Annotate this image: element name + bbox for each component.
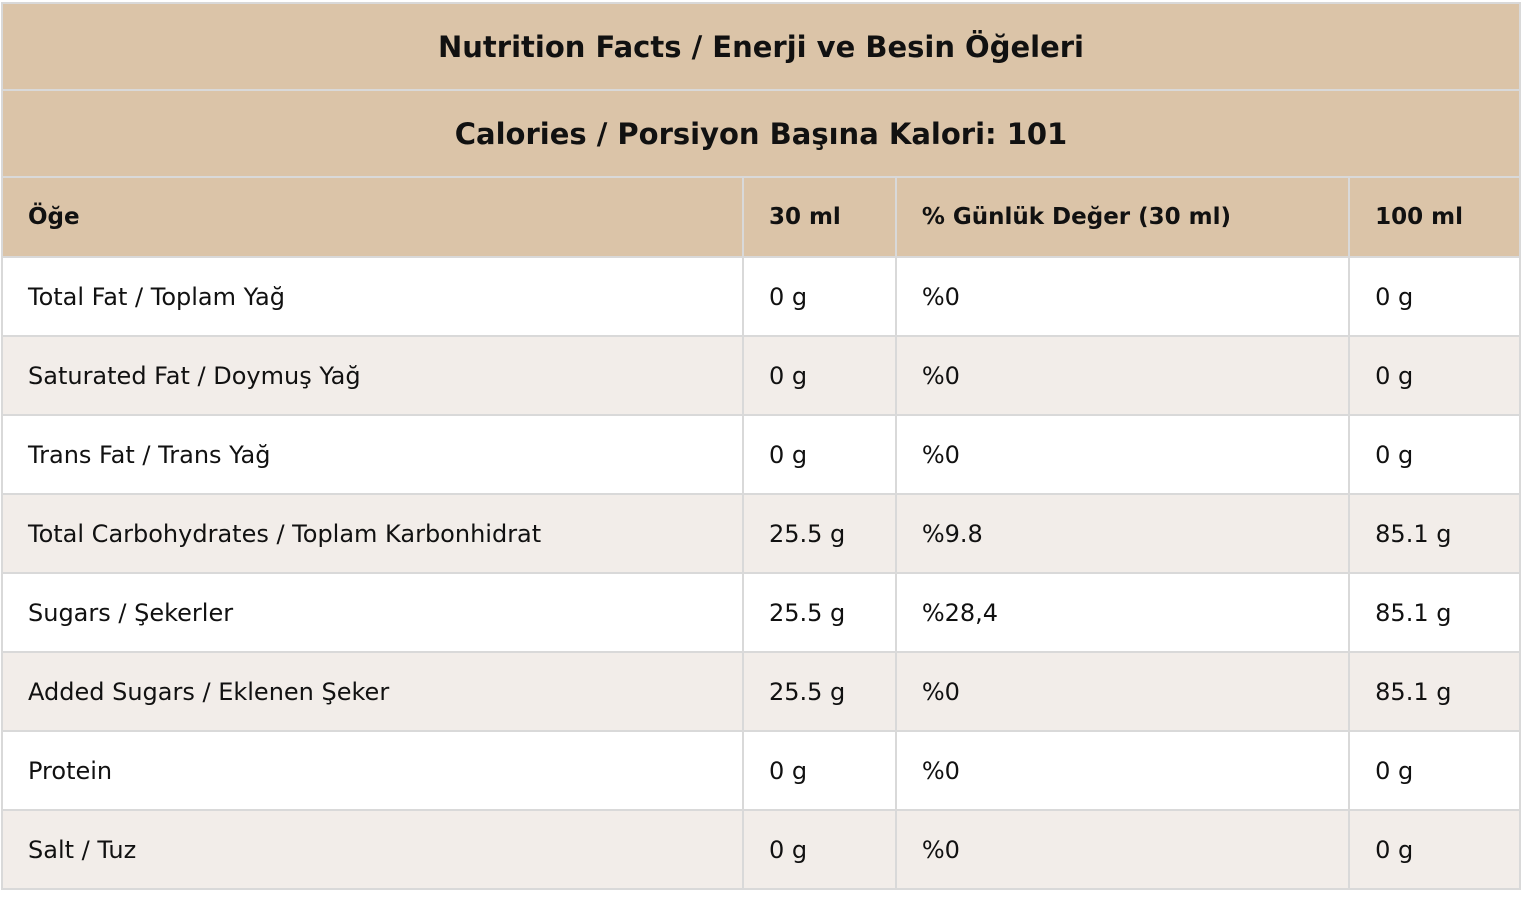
table-cell: Sugars / Şekerler xyxy=(1,572,744,653)
table-cell: 0 g xyxy=(741,809,897,890)
table-cell: 85.1 g xyxy=(1348,651,1521,732)
table-cell: 0 g xyxy=(741,256,897,337)
table-cell: 0 g xyxy=(1348,809,1521,890)
table-cell: Protein xyxy=(1,730,744,811)
table-cell: %0 xyxy=(894,730,1351,811)
table-row: Sugars / Şekerler 25.5 g %28,4 85.1 g xyxy=(1,572,1521,653)
header-cell: Öğe xyxy=(1,176,744,258)
header-cell: 30 ml xyxy=(741,176,897,258)
table-cell: 0 g xyxy=(741,414,897,495)
table-cell: %0 xyxy=(894,809,1351,890)
table-body: Total Fat / Toplam Yağ 0 g %0 0 g Saturated … xyxy=(1,256,1521,890)
table-cell: 25.5 g xyxy=(741,572,897,653)
table-cell: %0 xyxy=(894,651,1351,732)
table-cell: %0 xyxy=(894,256,1351,337)
table-cell: 0 g xyxy=(741,730,897,811)
table-cell: 0 g xyxy=(1348,414,1521,495)
table-cell: %0 xyxy=(894,335,1351,416)
header-row: Öğe 30 ml% Günlük Değer (30 ml) 100 ml xyxy=(1,176,1521,258)
table-row: Saturated Fat / Doymuş Yağ 0 g %0 0 g xyxy=(1,335,1521,416)
table-cell: Saturated Fat / Doymuş Yağ xyxy=(1,335,744,416)
table-cell: 0 g xyxy=(1348,256,1521,337)
table-cell: Total Fat / Toplam Yağ xyxy=(1,256,744,337)
nutrition-table: Nutrition Facts / Enerji ve Besin Öğeler… xyxy=(1,2,1521,890)
table-row: Salt / Tuz 0 g %0 0 g xyxy=(1,809,1521,890)
table-subtitle: Calories / Porsiyon Başına Kalori: 101 xyxy=(1,89,1521,178)
table-row: Protein 0 g %0 0 g xyxy=(1,730,1521,811)
table-row: Trans Fat / Trans Yağ 0 g %0 0 g xyxy=(1,414,1521,495)
table-cell: 0 g xyxy=(741,335,897,416)
table-cell: 85.1 g xyxy=(1348,493,1521,574)
table-title: Nutrition Facts / Enerji ve Besin Öğeler… xyxy=(1,2,1521,91)
table-cell: Total Carbohydrates / Toplam Karbonhidra… xyxy=(1,493,744,574)
table-cell: %0 xyxy=(894,414,1351,495)
table-cell: %9.8 xyxy=(894,493,1351,574)
table-cell: 25.5 g xyxy=(741,493,897,574)
table-cell: %28,4 xyxy=(894,572,1351,653)
header-cell: % Günlük Değer (30 ml) xyxy=(894,176,1351,258)
table-cell: Added Sugars / Eklenen Şeker xyxy=(1,651,744,732)
table-row: Total Carbohydrates / Toplam Karbonhidra… xyxy=(1,493,1521,574)
table-cell: 0 g xyxy=(1348,730,1521,811)
table-row: Total Fat / Toplam Yağ 0 g %0 0 g xyxy=(1,256,1521,337)
table-cell: 25.5 g xyxy=(741,651,897,732)
table-cell: 0 g xyxy=(1348,335,1521,416)
table-cell: Salt / Tuz xyxy=(1,809,744,890)
table-row: Added Sugars / Eklenen Şeker 25.5 g %0 85.1… xyxy=(1,651,1521,732)
table-cell: 85.1 g xyxy=(1348,572,1521,653)
table-cell: Trans Fat / Trans Yağ xyxy=(1,414,744,495)
header-cell: 100 ml xyxy=(1348,176,1521,258)
